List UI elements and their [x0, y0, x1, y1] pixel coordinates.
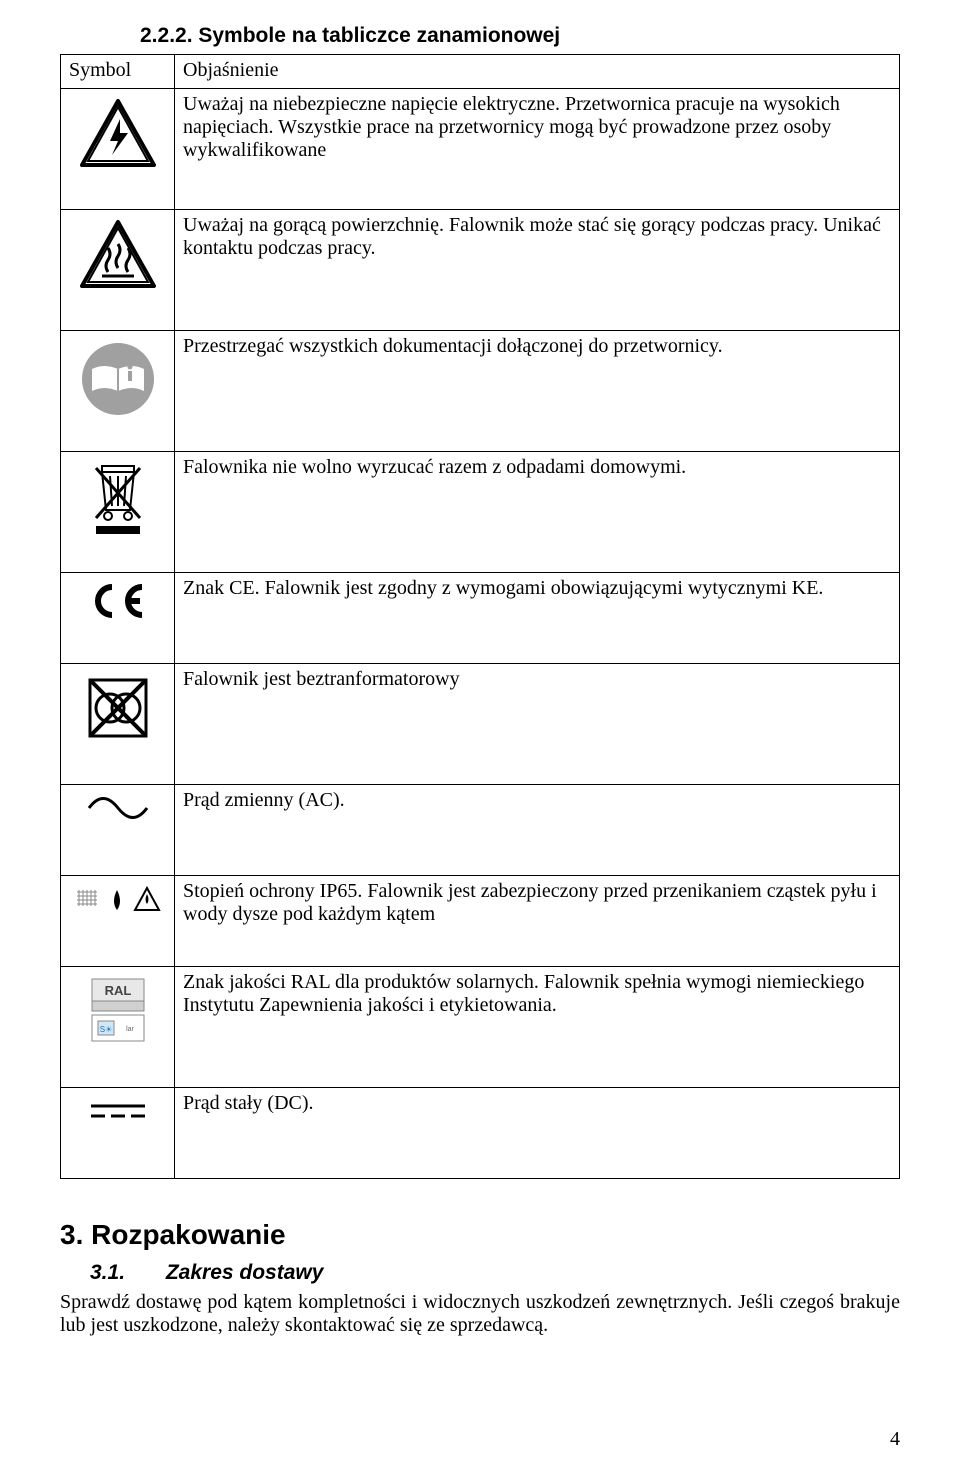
description-cell: Falownika nie wolno wyrzucać razem z odp… — [175, 452, 900, 573]
description-cell: Uważaj na gorącą powierzchnię. Falownik … — [175, 210, 900, 331]
ip65-icon — [73, 884, 163, 920]
description-cell: Prąd stały (DC). — [175, 1088, 900, 1179]
dc-icon — [83, 1096, 153, 1126]
svg-text:lar: lar — [126, 1026, 134, 1033]
icon-cell: RAL S☀ lar — [61, 967, 175, 1088]
document-page: 2.2.2. Symbole na tabliczce zanamionowej… — [0, 0, 960, 1481]
table-row: Uważaj na niebezpieczne napięcie elektry… — [61, 89, 900, 210]
header-symbol: Symbol — [61, 55, 175, 89]
table-row: Stopień ochrony IP65. Falownik jest zabe… — [61, 876, 900, 967]
table-row: Falownik jest beztranformatorowy — [61, 664, 900, 785]
table-row: Przestrzegać wszystkich dokumentacji doł… — [61, 331, 900, 452]
icon-cell — [61, 785, 175, 876]
table-row: Uważaj na gorącą powierzchnię. Falownik … — [61, 210, 900, 331]
icon-cell — [61, 331, 175, 452]
icon-cell — [61, 664, 175, 785]
icon-cell — [61, 1088, 175, 1179]
description-cell: Znak CE. Falownik jest zgodny z wymogami… — [175, 573, 900, 664]
table-row: RAL S☀ lar Znak jakości RAL dla produktó… — [61, 967, 900, 1088]
symbols-table: Symbol Objaśnienie Uważaj na niebezpiecz… — [60, 54, 900, 1179]
svg-text:RAL: RAL — [104, 983, 131, 998]
icon-cell — [61, 452, 175, 573]
icon-cell — [61, 573, 175, 664]
manual-icon — [78, 339, 158, 419]
description-cell: Falownik jest beztranformatorowy — [175, 664, 900, 785]
subheading-text: Zakres dostawy — [166, 1261, 324, 1284]
table-row: Falownika nie wolno wyrzucać razem z odp… — [61, 452, 900, 573]
page-number: 4 — [890, 1428, 900, 1451]
section-title: 2.2.2. Symbole na tabliczce zanamionowej — [140, 24, 900, 48]
table-header-row: Symbol Objaśnienie — [61, 55, 900, 89]
table-row: Prąd zmienny (AC). — [61, 785, 900, 876]
subheading-zakres-dostawy: 3.1. Zakres dostawy — [90, 1261, 900, 1285]
icon-cell — [61, 210, 175, 331]
ac-icon — [83, 793, 153, 823]
warning-hot-icon — [78, 218, 158, 290]
description-cell: Znak jakości RAL dla produktów solarnych… — [175, 967, 900, 1088]
description-cell: Uważaj na niebezpieczne napięcie elektry… — [175, 89, 900, 210]
body-paragraph: Sprawdź dostawę pod kątem kompletności i… — [60, 1291, 900, 1337]
ral-icon: RAL S☀ lar — [88, 975, 148, 1045]
ce-icon — [86, 581, 150, 621]
description-cell: Stopień ochrony IP65. Falownik jest zabe… — [175, 876, 900, 967]
heading-rozpakowanie: 3. Rozpakowanie — [60, 1219, 900, 1251]
icon-cell — [61, 876, 175, 967]
subheading-number: 3.1. — [90, 1261, 160, 1285]
description-cell: Przestrzegać wszystkich dokumentacji doł… — [175, 331, 900, 452]
warning-voltage-icon — [78, 97, 158, 169]
table-row: Znak CE. Falownik jest zgodny z wymogami… — [61, 573, 900, 664]
icon-cell — [61, 89, 175, 210]
svg-text:S☀: S☀ — [99, 1025, 112, 1034]
weee-icon — [86, 460, 150, 540]
description-cell: Prąd zmienny (AC). — [175, 785, 900, 876]
no-transformer-icon — [82, 672, 154, 744]
table-row: Prąd stały (DC). — [61, 1088, 900, 1179]
header-description: Objaśnienie — [175, 55, 900, 89]
